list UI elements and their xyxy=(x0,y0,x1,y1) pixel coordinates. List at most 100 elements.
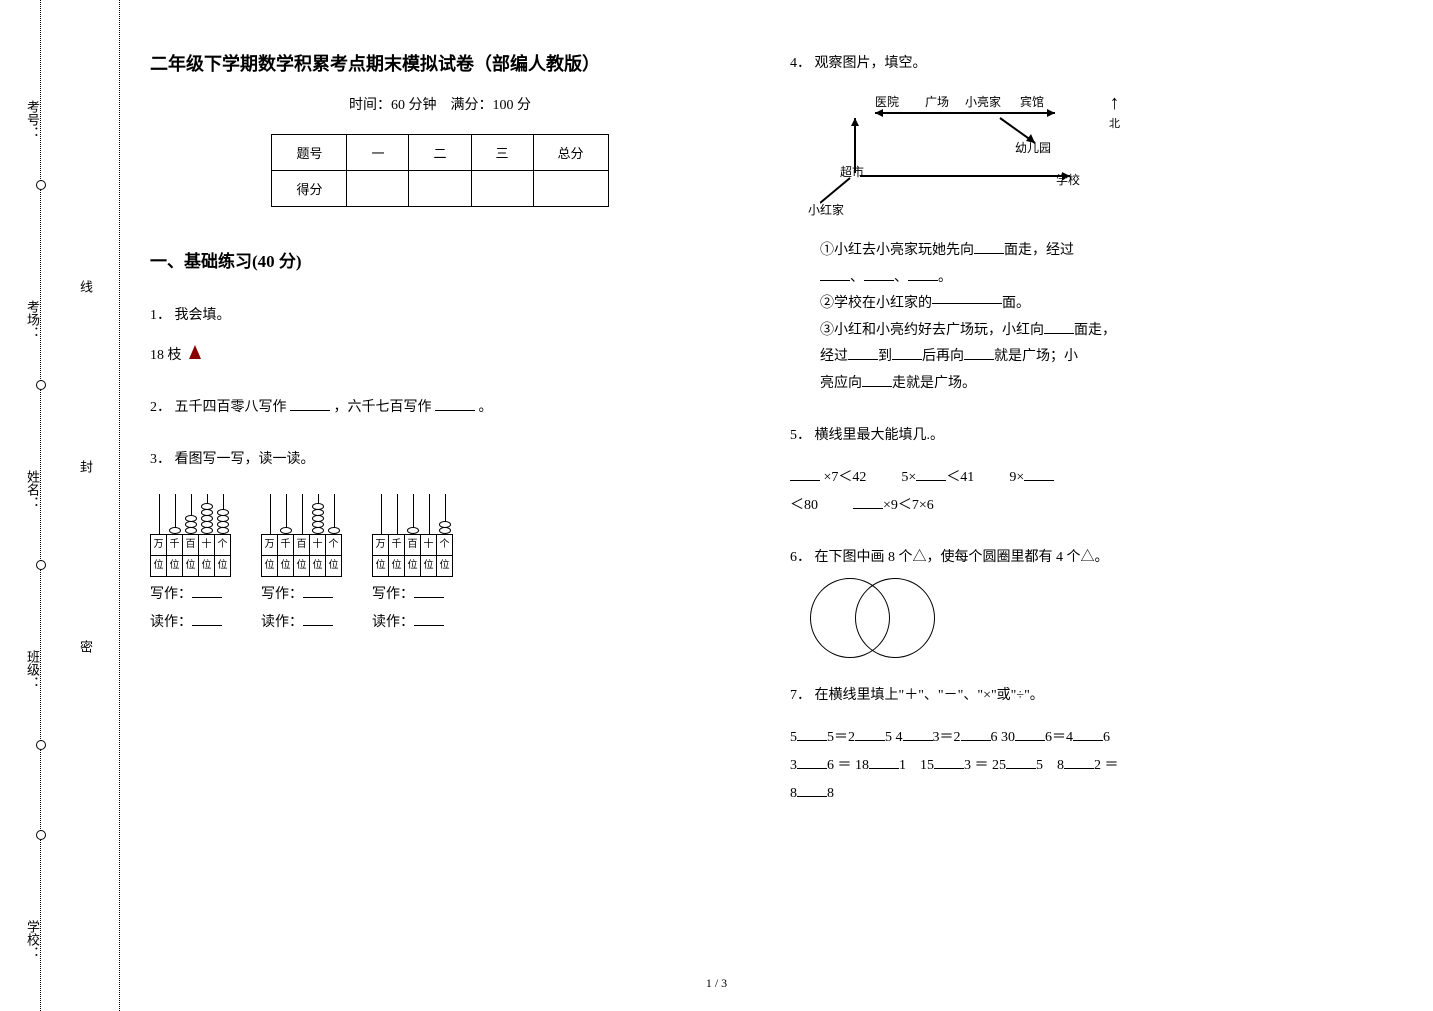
q7-t: 6 xyxy=(1103,730,1110,745)
q4-sep1: 、 xyxy=(850,270,864,285)
binding-label-class: 班级： xyxy=(23,650,42,689)
q7-blank[interactable] xyxy=(797,727,827,741)
q4-blank[interactable] xyxy=(964,346,994,360)
score-row-label: 得分 xyxy=(272,171,347,207)
map-market: 超市 xyxy=(840,160,864,184)
abacus-group: 万千百十个位位位位位写作：读作： xyxy=(372,494,453,637)
q7-blank[interactable] xyxy=(1064,755,1094,769)
abacus-write-blank[interactable] xyxy=(192,584,222,598)
q7-blank[interactable] xyxy=(903,727,933,741)
q5-e1: ×7＜42 xyxy=(824,470,867,485)
binding-circle xyxy=(36,380,46,390)
score-cell[interactable] xyxy=(471,171,533,207)
q5-e3: 9× xyxy=(1009,470,1024,485)
q4-l2end: 。 xyxy=(938,270,952,285)
left-column: 二年级下学期数学积累考点期末模拟试卷（部编人教版） 时间：60 分钟 满分：10… xyxy=(150,50,730,832)
q5-blank[interactable] xyxy=(916,467,946,481)
abacus-write: 写作： xyxy=(372,581,453,609)
q7-blank[interactable] xyxy=(797,783,827,797)
q7-t: 3 xyxy=(790,758,797,773)
q7-t: 6 30 xyxy=(991,730,1016,745)
q4-l5b: 到 xyxy=(878,349,892,364)
q7-blank[interactable] xyxy=(1073,727,1103,741)
q1-num: 1． xyxy=(150,308,171,323)
q5-blank[interactable] xyxy=(853,495,883,509)
q6-num: 6． xyxy=(790,550,811,565)
score-h2: 二 xyxy=(409,135,471,171)
q4-blank[interactable] xyxy=(974,240,1004,254)
q2-text-a: 五千四百零八写作 xyxy=(175,400,287,415)
q5-blank[interactable] xyxy=(1024,467,1054,481)
q7-t: 1 15 xyxy=(899,758,934,773)
q5-e2a: 5× xyxy=(901,470,916,485)
q4-blank[interactable] xyxy=(1044,320,1074,334)
q7-blank[interactable] xyxy=(1015,727,1045,741)
map-kinder: 幼儿园 xyxy=(1015,136,1051,160)
q7-t: 6 ＝ 18 xyxy=(827,758,869,773)
abacus-write-blank[interactable] xyxy=(303,584,333,598)
q3-num: 3． xyxy=(150,452,171,467)
q7-t: 3 ＝ 25 xyxy=(964,758,1006,773)
binding-circle xyxy=(36,740,46,750)
q4-l6a: 亮应向 xyxy=(820,376,862,391)
q7-blank[interactable] xyxy=(855,727,885,741)
q7-t: 6＝4 xyxy=(1045,730,1073,745)
venn-diagram[interactable] xyxy=(810,578,950,658)
q7-t: 5＝2 xyxy=(827,730,855,745)
pencil-icon xyxy=(189,345,201,359)
score-cell[interactable] xyxy=(533,171,608,207)
exam-subtitle: 时间：60 分钟 满分：100 分 xyxy=(150,94,730,114)
abacus-write-blank[interactable] xyxy=(414,584,444,598)
q7-blank[interactable] xyxy=(869,755,899,769)
page-number: 1 / 3 xyxy=(706,976,727,991)
q1-text: 我会填。 xyxy=(175,308,231,323)
score-cell[interactable] xyxy=(347,171,409,207)
q4-blank[interactable] xyxy=(892,346,922,360)
score-h3: 三 xyxy=(471,135,533,171)
seal-label-xian: 线 xyxy=(76,280,95,293)
q4-l3a: ②学校在小红家的 xyxy=(820,296,932,311)
q7-blank[interactable] xyxy=(797,755,827,769)
q4-blank[interactable] xyxy=(862,373,892,387)
binding-circle xyxy=(36,560,46,570)
binding-label-name: 姓名： xyxy=(23,470,42,509)
q1-sub: 18 枝 xyxy=(150,348,182,363)
question-4: 4． 观察图片，填空。 医院 广场 小亮家 宾馆 xyxy=(790,50,1370,398)
q7-blank[interactable] xyxy=(1006,755,1036,769)
exam-title: 二年级下学期数学积累考点期末模拟试卷（部编人教版） xyxy=(150,50,730,76)
score-table: 题号 一 二 三 总分 得分 xyxy=(271,134,608,207)
q4-l1b: 面走，经过 xyxy=(1004,243,1074,258)
q4-l1a: ①小红去小亮家玩她先向 xyxy=(820,243,974,258)
q4-l4a: ③小红和小亮约好去广场玩，小红向 xyxy=(820,323,1044,338)
q4-blank[interactable] xyxy=(820,267,850,281)
q2-text-b: ，六千七百写作 xyxy=(334,400,432,415)
q7-text: 在横线里填上"＋"、"－"、"×"或"÷"。 xyxy=(815,688,1044,703)
score-value-row: 得分 xyxy=(272,171,608,207)
score-h4: 总分 xyxy=(533,135,608,171)
q3-text: 看图写一写，读一读。 xyxy=(175,452,315,467)
q4-overline[interactable] xyxy=(932,303,1002,305)
q4-blank[interactable] xyxy=(848,346,878,360)
binding-circle xyxy=(36,830,46,840)
q2-blank-2[interactable] xyxy=(435,397,475,411)
map-home-hong: 小红家 xyxy=(808,198,844,222)
question-3: 3． 看图写一写，读一读。 万千百十个位位位位位写作：读作：万千百十个位位位位位… xyxy=(150,446,730,637)
score-cell[interactable] xyxy=(409,171,471,207)
q4-text: 观察图片，填空。 xyxy=(815,56,927,71)
score-h1: 一 xyxy=(347,135,409,171)
q4-blank[interactable] xyxy=(864,267,894,281)
abacus-read-blank[interactable] xyxy=(414,612,444,626)
map-hospital: 医院 xyxy=(875,90,899,114)
q7-blank[interactable] xyxy=(961,727,991,741)
seal-label-mi: 密 xyxy=(76,640,95,653)
abacus-read-blank[interactable] xyxy=(303,612,333,626)
q5-blank[interactable] xyxy=(790,467,820,481)
q2-blank-1[interactable] xyxy=(290,397,330,411)
q7-blank[interactable] xyxy=(934,755,964,769)
seal-label-feng: 封 xyxy=(76,460,95,473)
map-hotel: 宾馆 xyxy=(1020,90,1044,114)
abacus-read-blank[interactable] xyxy=(192,612,222,626)
question-5: 5． 横线里最大能填几.。 ×7＜42 5×＜41 9× ＜80 ×9＜7×6 xyxy=(790,422,1370,520)
binding-label-examno: 考号： xyxy=(23,100,42,139)
q4-blank[interactable] xyxy=(908,267,938,281)
